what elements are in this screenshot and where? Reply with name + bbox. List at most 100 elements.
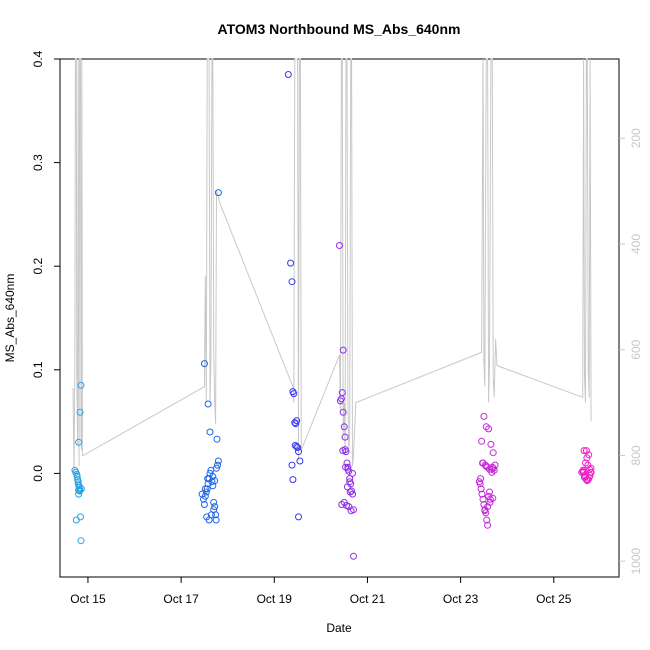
altitude-line [72,58,592,474]
data-point [290,390,298,398]
data-point [338,389,346,397]
data-point [580,447,588,455]
data-point [336,242,343,249]
data-point [214,461,221,469]
x-tick-label: Oct 15 [70,592,106,606]
data-point [210,498,218,506]
data-point [287,259,295,267]
data-point [284,71,292,78]
data-point [206,428,214,436]
data-point [477,475,485,483]
right-axis: 200 400 600 800 1000 [619,128,643,574]
data-point [75,482,83,490]
data-point [288,461,296,469]
data-point [344,463,352,471]
data-point [480,412,488,420]
data-point [339,408,347,416]
data-point [292,420,300,428]
data-point [75,438,83,446]
data-point [339,447,347,455]
y-axis-label: MS_Abs_640nm [3,274,17,363]
data-point [488,468,496,476]
x-axis: Oct 15 Oct 17 Oct 19 Oct 21 Oct 23 Oct 25 [70,577,572,606]
data-point [344,465,352,473]
data-point [350,552,357,560]
data-point [583,454,591,462]
data-point [476,480,484,488]
data-point [341,433,349,441]
data-point [586,465,594,473]
data-point [346,488,354,496]
right-tick-label: 600 [629,339,643,359]
data-point [76,408,84,416]
data-point [478,437,486,445]
data-point [579,466,587,474]
data-point [77,537,85,545]
data-point [581,474,588,481]
data-point [484,521,492,529]
right-tick-label: 1000 [629,547,643,574]
data-point [204,480,212,488]
data-point [291,419,299,427]
data-point [204,400,212,408]
x-tick-label: Oct 25 [536,592,572,606]
x-tick-label: Oct 19 [257,592,293,606]
data-point [295,513,302,521]
y-tick-label: 0.0 [31,465,45,482]
data-point [348,487,356,495]
data-point [77,381,85,389]
data-point [587,468,595,476]
data-point [288,278,296,286]
y-tick-label: 0.1 [31,361,45,378]
data-point [77,513,84,521]
data-point [200,501,208,508]
data-point [76,486,84,494]
data-point [479,495,487,503]
data-point [213,435,221,443]
data-point [210,506,218,514]
data-point [73,473,81,480]
data-point [349,469,356,477]
data-point [489,449,497,457]
data-point [296,457,304,465]
plot-frame [59,58,620,578]
data-point [295,448,302,456]
data-point [213,464,220,472]
data-point [293,417,301,425]
data-point [483,463,491,471]
data-point [347,507,355,515]
data-point [478,490,486,498]
data-point [211,503,219,511]
altitude-line-layer [72,58,592,474]
data-point [486,488,493,496]
x-axis-label: Date [326,621,352,635]
data-point [72,516,80,524]
data-point [345,503,353,511]
y-tick-label: 0.2 [31,258,45,275]
data-point [201,485,209,493]
data-point [582,447,590,455]
data-point [339,346,347,354]
y-axis: 0.0 0.1 0.2 0.3 0.4 [31,50,60,482]
data-point [483,516,491,524]
data-point [74,478,82,486]
data-point [214,457,222,465]
x-tick-label: Oct 23 [443,592,479,606]
y-tick-label: 0.4 [31,50,45,67]
right-tick-label: 200 [629,128,643,148]
data-point [211,477,219,485]
data-point [485,425,493,433]
data-point [346,475,354,483]
data-point [203,485,211,493]
chart-title: ATOM3 Northbound MS_Abs_640nm [218,21,461,37]
right-tick-label: 800 [629,445,643,465]
data-point [200,360,208,368]
data-point [340,423,348,431]
data-point [202,488,210,496]
data-point [291,441,299,449]
data-point [342,463,350,471]
x-tick-label: Oct 17 [163,592,199,606]
data-point [204,475,212,483]
data-point [214,189,222,197]
